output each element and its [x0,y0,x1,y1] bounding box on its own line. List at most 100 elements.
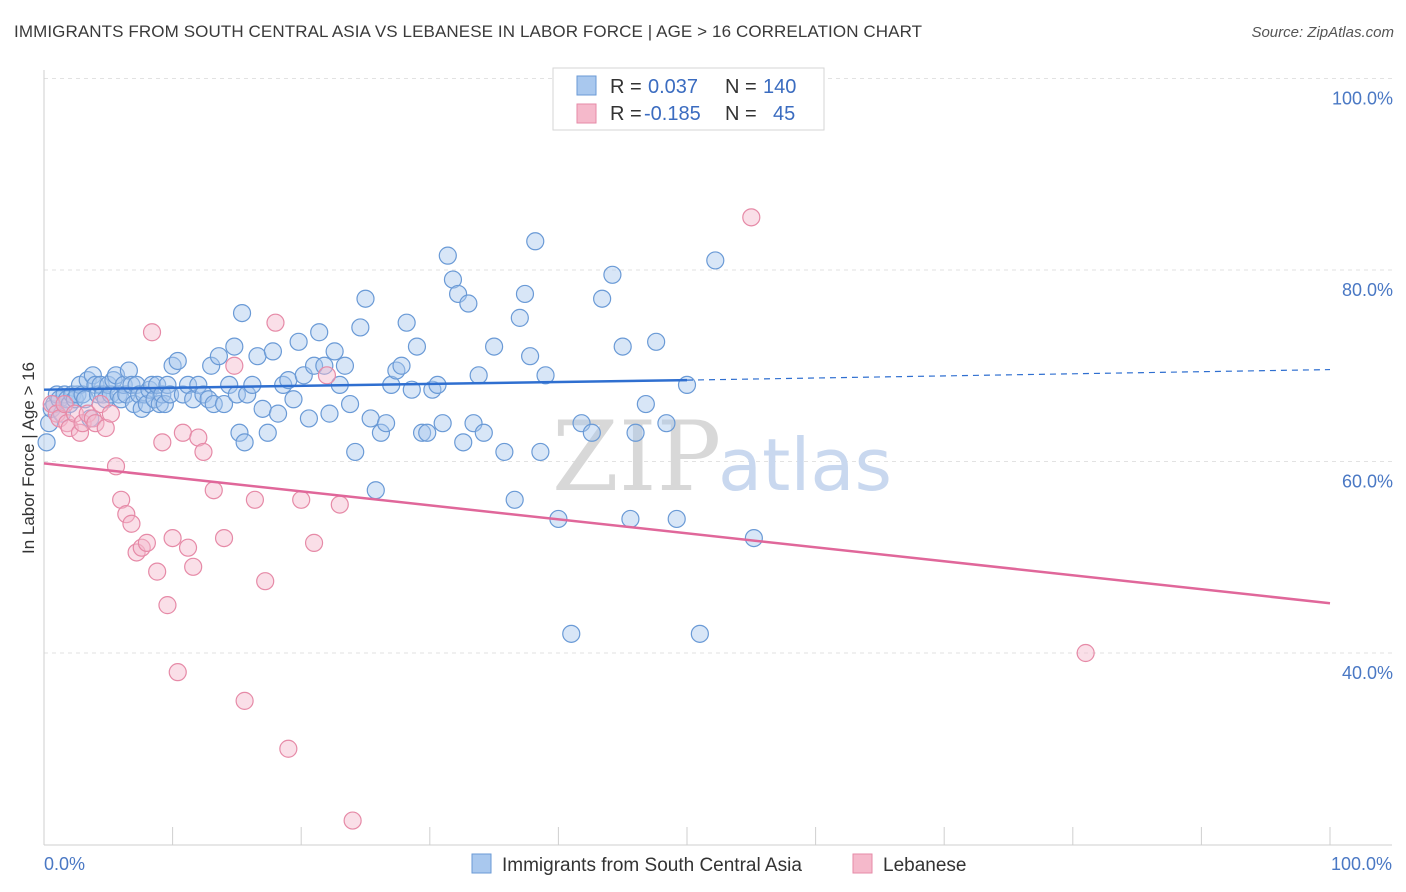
lebanese-point-21 [137,533,156,552]
immigrants-point-91 [361,409,380,428]
lebanese-point-4 [58,414,77,433]
lebanese-point-26 [163,528,182,548]
series-legend: Immigrants from South Central Asia Leban… [471,853,966,876]
immigrants-point-110 [459,294,478,313]
y-tick-label-3: 100.0% [1332,89,1393,109]
lebanese-point-32 [194,442,213,462]
lebanese-point-10 [83,409,102,428]
series-legend-label-blue: Immigrants from South Central Asia [502,855,802,876]
immigrants-point-83 [320,404,339,423]
series-legend-swatch-blue [471,853,492,874]
immigrants-point-80 [304,356,324,375]
y-tick-label-0: 40.0% [1342,663,1393,683]
lebanese-point-16 [112,490,131,509]
immigrants-point-138 [706,251,725,270]
immigrants-point-0 [37,433,56,452]
series-legend-swatch-pink [852,853,873,874]
immigrants-point-93 [371,423,391,442]
immigrants-point-120 [526,232,545,251]
lebanese-point-30 [184,557,203,576]
lebanese-point-36 [235,691,254,710]
immigrants-point-58 [204,394,223,414]
lebanese-point-45 [343,811,362,830]
lebanese-point-40 [279,739,298,758]
x-tick-label-1: 100.0% [1331,854,1392,874]
trend-lines [43,368,1331,605]
legend-r-value-1: 0.037 [648,76,698,98]
immigrants-point-69 [248,347,267,366]
immigrants-point-118 [515,284,535,304]
immigrants-point-122 [536,366,555,385]
immigrants-point-72 [263,342,283,361]
immigrants-point-113 [474,423,493,442]
legend-swatch-blue [576,75,597,96]
immigrants-point-131 [626,423,645,442]
legend-swatch-pink [576,103,597,124]
immigrants-point-139 [744,528,763,548]
chart-source: Source: ZipAtlas.com [1251,24,1394,41]
lebanese-point-39 [266,313,285,332]
immigrants-point-136 [677,375,697,394]
lebanese-point-22 [142,323,162,342]
immigrants-point-51 [173,385,192,404]
lebanese-point-35 [225,356,244,375]
lebanese-point-18 [122,514,141,533]
immigrants-point-1 [40,414,59,433]
correlation-legend: R = 0.037 N = 140 R = -0.185 N = 45 [552,67,825,131]
immigrants-point-71 [258,423,277,442]
immigrants-point-70 [253,399,272,418]
lebanese-point-14 [101,404,120,423]
immigrants-point-59 [209,347,228,366]
watermark: ZIP atlas [552,401,892,513]
immigrants-point-134 [657,414,676,433]
axes [43,70,1392,846]
immigrants-point-66 [235,433,254,452]
legend-n-value-2: 45 [773,103,795,125]
x-tick-label-0: 0.0% [44,854,85,874]
lebanese-point-46 [742,208,761,227]
trend-line-immigrants-extension [686,368,1331,381]
immigrants-point-65 [232,303,252,323]
lebanese-point-13 [96,418,115,438]
lebanese-point-23 [148,562,167,581]
watermark-atlas: atlas [718,423,892,507]
series-lebanese-points [42,208,1095,830]
lebanese-point-6 [65,404,84,423]
immigrants-point-89 [351,318,370,337]
trend-line-lebanese [43,462,1331,605]
y-tick-label-1: 60.0% [1342,472,1393,492]
immigrants-point-79 [299,409,319,428]
grid-lines [44,78,1392,654]
immigrants-point-117 [510,308,529,327]
immigrants-point-128 [603,265,622,284]
lebanese-point-34 [214,528,234,548]
y-tick-label-2: 80.0% [1342,280,1393,300]
immigrants-point-84 [325,342,344,361]
immigrants-point-119 [521,347,540,366]
trend-line-immigrants [43,378,688,391]
immigrants-point-109 [454,433,473,452]
legend-n-label-2: N = [725,103,757,125]
lebanese-point-44 [330,495,349,514]
immigrants-point-106 [438,246,457,265]
immigrants-point-101 [412,423,432,442]
series-immigrants-points [37,232,763,643]
immigrants-point-97 [392,356,411,375]
immigrants-point-115 [495,442,514,462]
immigrants-point-54 [189,375,208,394]
lebanese-point-38 [256,572,275,591]
lebanese-point-27 [168,663,187,682]
immigrants-point-98 [397,313,416,332]
y-axis-label: In Labor Force | Age > 16 [19,362,38,554]
lebanese-point-24 [153,433,172,452]
immigrants-point-124 [562,624,581,643]
immigrants-point-76 [284,390,303,409]
lebanese-point-33 [204,481,223,500]
immigrants-point-116 [505,490,524,509]
y-tick-labels: 40.0% 60.0% 80.0% 100.0% [1332,89,1393,684]
lebanese-point-43 [317,366,337,385]
x-tick-labels: 0.0% 100.0% [44,854,1392,874]
lebanese-point-29 [178,538,198,557]
immigrants-point-87 [340,394,360,414]
